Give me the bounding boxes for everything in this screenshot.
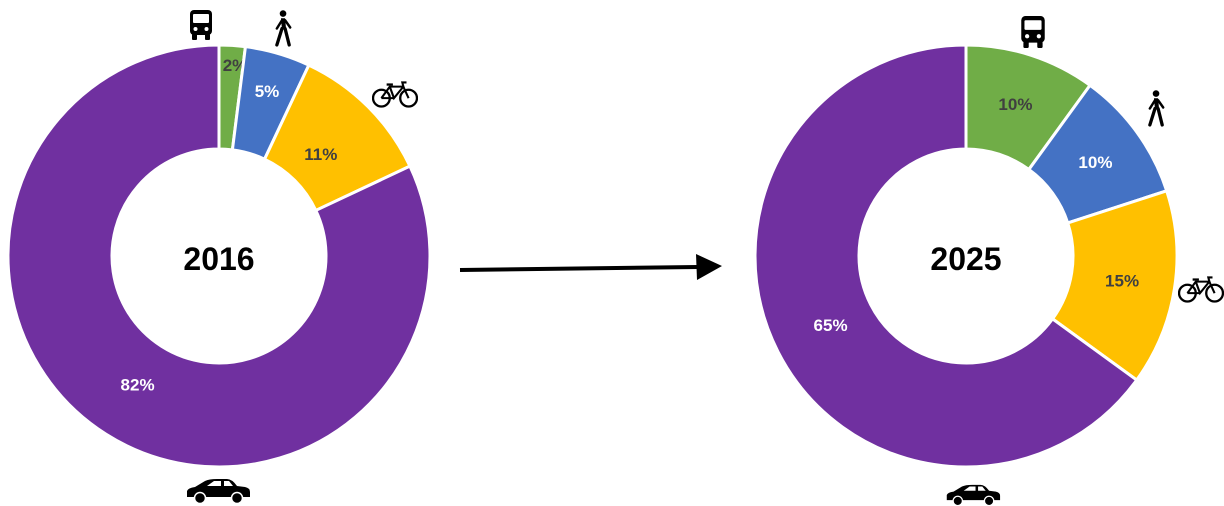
- slice-car: [753, 43, 1139, 469]
- data-label-bike: 11%: [304, 145, 337, 164]
- pedestrian-icon: [1147, 90, 1166, 127]
- data-label-walk: 5%: [255, 82, 280, 101]
- slice-car: [6, 43, 432, 469]
- arrow-icon: [459, 254, 722, 280]
- data-label-car: 65%: [814, 316, 848, 335]
- data-label-bike: 15%: [1105, 272, 1139, 291]
- bicycle-icon: [1178, 276, 1224, 303]
- bus-icon: [1021, 16, 1045, 48]
- bus-icon: [190, 10, 212, 40]
- center-year-label: 2016: [183, 241, 254, 277]
- car-icon: [186, 478, 251, 504]
- donut-chart-2025: 10% 10% 15% 65% 2025: [753, 43, 1179, 469]
- slice-bike: [1050, 188, 1179, 383]
- pedestrian-icon: [274, 10, 293, 47]
- data-label-transit: 10%: [998, 95, 1032, 114]
- data-label-walk: 10%: [1078, 153, 1112, 172]
- center-year-label: 2025: [930, 241, 1001, 277]
- data-label-car: 82%: [121, 375, 155, 394]
- car-icon: [946, 484, 1001, 506]
- bicycle-icon: [372, 81, 418, 108]
- donut-chart-2016: 2%5%11%82%2016: [6, 43, 432, 469]
